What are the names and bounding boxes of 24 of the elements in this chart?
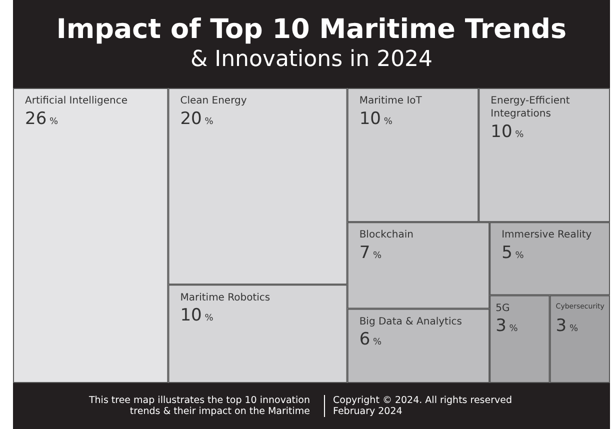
text: Impact of Top 10 Maritime Trends [55,14,568,45]
text: & Innovations in 2024 [189,47,434,72]
data-label: 7 % [359,243,382,264]
text: This tree map illustrates the top 10 innovation trends & their impact on the Maritime [88,395,310,417]
category-label: Blockchain [359,230,414,241]
data-label: 6 % [359,330,382,350]
data-label: 10 % [180,306,214,326]
category-label: Artificial Intelligence [25,96,128,107]
text: February 2024 [333,406,404,417]
category-label: Clean Energy [180,96,247,107]
data-label: 26 % [25,108,58,129]
category-label: Maritime Robotics [180,292,270,304]
data-label: 3 % [556,316,578,336]
category-label: Energy-Efficient Integrations [490,96,570,120]
data-label: 5 % [502,243,524,264]
category-label: Maritime IoT [359,96,423,107]
category-label: Immersive Reality [502,230,592,241]
data-label: 20 % [180,108,214,129]
text: Copyright © 2024. All rights reserved [333,395,514,406]
category-label: 5G [496,302,510,314]
data-label: 3 % [496,316,518,336]
data-label: 10 % [359,108,393,129]
category-label: Big Data & Analytics [359,316,462,328]
data-label: 10 % [490,122,524,142]
